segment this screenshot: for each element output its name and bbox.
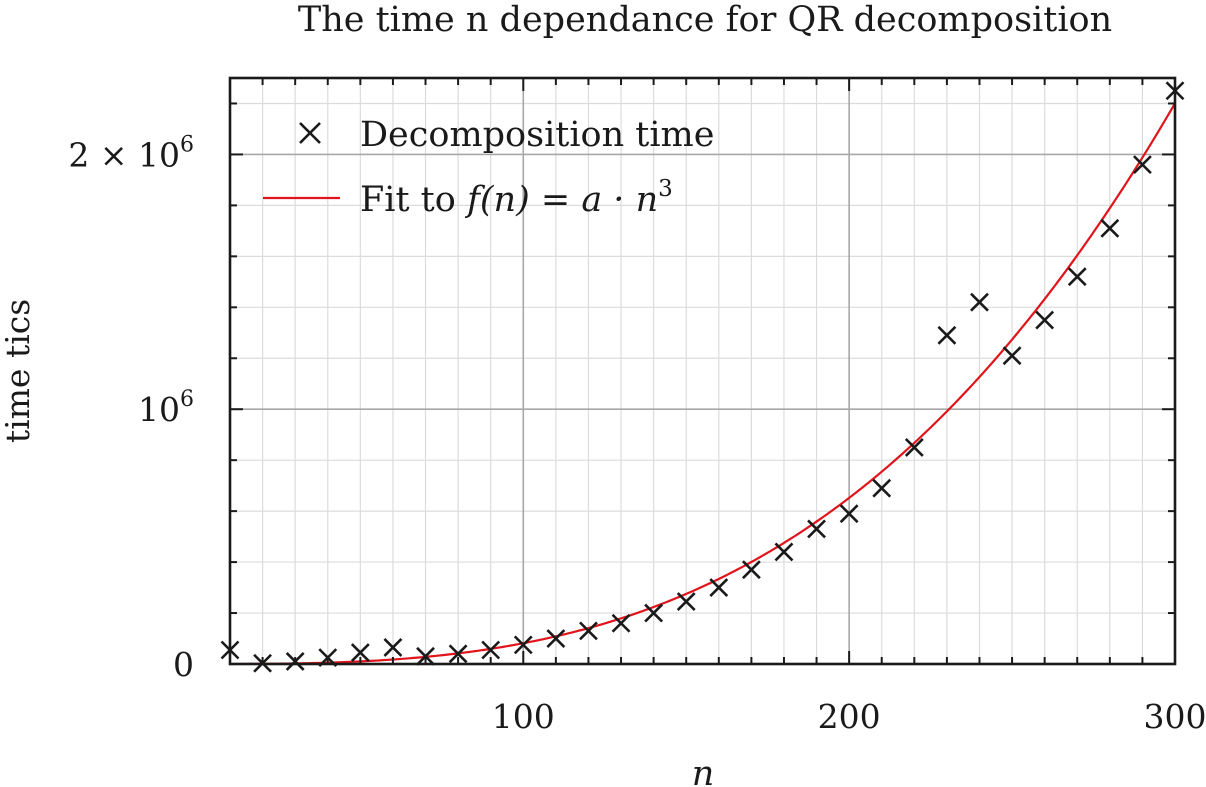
fit-curve (229, 102, 1176, 666)
axis-ticks (229, 78, 1176, 665)
data-point-marker (448, 644, 468, 664)
legend-fit-exponent: 3 (658, 176, 673, 202)
data-point-marker (383, 638, 403, 657)
y-tick-label-base: 0 (173, 645, 194, 684)
data-point-marker (350, 643, 370, 662)
plot-frame (228, 76, 1177, 666)
legend-label-fit: Fit to f(n) = a · n3 (360, 176, 673, 220)
data-point-marker (676, 592, 696, 611)
x-tick-label: 200 (818, 697, 881, 736)
legend-fit-prefix: Fit to (360, 180, 467, 220)
grid-minor (229, 78, 1175, 664)
data-point-marker (1002, 346, 1022, 366)
y-axis-label: time tics (0, 299, 37, 443)
grid-major (230, 78, 1176, 665)
legend: Decomposition time Fit to f(n) = a · n3 (263, 115, 714, 220)
data-point-marker (1035, 310, 1055, 330)
legend-label-decomposition: Decomposition time (360, 115, 714, 155)
y-tick-label-exp: 6 (180, 132, 194, 157)
data-point-marker (774, 542, 794, 562)
data-point-marker (741, 560, 761, 580)
y-tick-label: 2 × 106 (68, 132, 194, 174)
data-point-marker (513, 635, 533, 655)
data-point-marker (970, 292, 989, 312)
data-point-marker (546, 629, 566, 648)
data-point-marker (1100, 218, 1120, 238)
x-axis-label: n (692, 754, 715, 787)
x-tick-label: 300 (1144, 697, 1206, 736)
x-tick-label: 100 (492, 697, 555, 736)
data-point-marker (579, 621, 598, 641)
legend-fit-formula: f(n) = a · n (464, 180, 658, 220)
data-point-marker (937, 325, 957, 345)
data-point-marker (416, 646, 435, 666)
x-tick-labels: 100 200 300 (492, 697, 1206, 736)
y-tick-label-base: 2 × 10 (68, 135, 180, 174)
legend-marker-x (299, 122, 321, 144)
chart-title: The time n dependance for QR decompositi… (298, 0, 1112, 40)
data-point-marker (904, 438, 924, 457)
data-point-marker (644, 603, 664, 623)
data-point-marker (839, 504, 859, 524)
data-point-marker (1067, 267, 1087, 287)
y-tick-label-base: 10 (138, 390, 180, 429)
y-tick-label: 0 (173, 645, 194, 684)
data-point-marker (481, 640, 501, 660)
data-point-marker (872, 478, 892, 498)
data-point-marker (709, 578, 729, 597)
y-tick-label: 106 (138, 387, 194, 429)
data-point-marker (807, 519, 826, 539)
data-markers (220, 81, 1185, 673)
data-point-marker (1132, 155, 1152, 175)
y-tick-label-exp: 6 (180, 387, 194, 412)
data-point-marker (611, 613, 631, 633)
